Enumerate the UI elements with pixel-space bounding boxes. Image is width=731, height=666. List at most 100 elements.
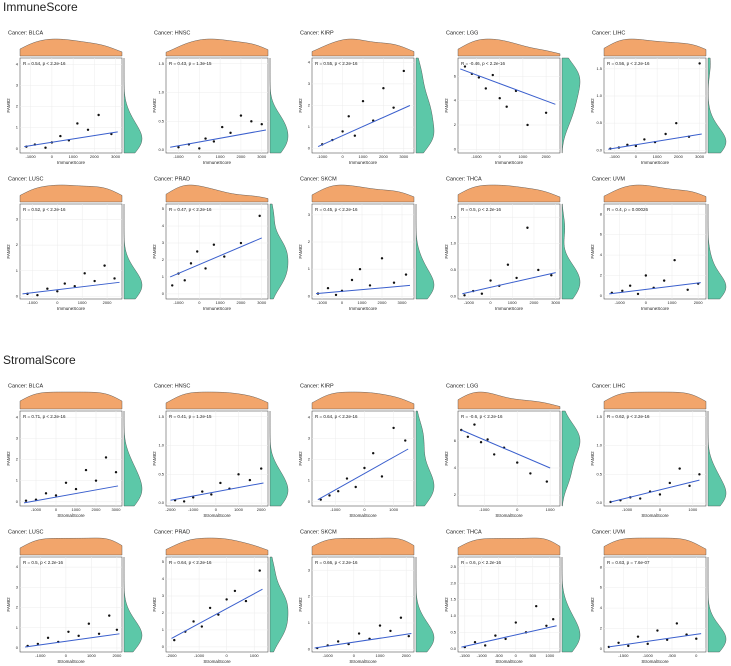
point [665,638,669,641]
point [217,613,220,616]
y-tick-label: 0 [308,499,311,504]
point [358,267,362,271]
y-tick-label: 0.5 [596,471,602,476]
point [514,621,517,624]
y-tick-label: 1 [16,478,19,483]
y-axis-label: FAM82 [590,451,595,466]
x-tick-label: 2000 [257,507,267,512]
panel-title: Cancer: LUSC [8,529,43,535]
y-axis-label: FAM82 [590,98,595,113]
x-axis-label: ImmuneScore [641,160,670,165]
x-axis-label: ImmuneScore [203,160,232,165]
y-tick-label: 0 [600,293,603,298]
point [389,629,392,633]
x-tick-label: -1000 [464,300,475,305]
point [535,604,538,608]
y-tick-label: 8 [600,211,603,216]
point [46,636,50,640]
point [74,487,78,491]
y-tick-label: 4 [600,605,603,610]
y-tick-label: 0.0 [450,646,456,651]
plot-area [457,203,561,300]
plot-area [457,57,561,154]
y-tick-label: 2 [16,457,19,462]
x-tick-label: 500 [529,653,536,658]
x-tick-label: -500 [668,653,677,658]
y-axis-label: FAM82 [152,451,157,466]
y-tick-label: 2 [308,457,311,462]
panel-title: Cancer: LIHC [592,383,625,389]
plot-area [165,556,269,653]
y-axis-label: FAM82 [6,98,11,113]
section-title: ImmuneScore [3,0,78,14]
point [675,121,678,125]
point [63,282,66,285]
point [544,111,548,115]
annotation: R = -0.6, p < 2.2e-16 [461,414,503,419]
y-tick-label: 2 [16,242,19,247]
point [354,485,357,489]
x-tick-label: 3000 [695,154,705,159]
point [529,472,532,475]
x-density [165,537,269,556]
y-density [707,57,727,154]
x-density [19,184,123,203]
point [319,498,322,501]
x-axis-label: ImmuneScore [57,306,86,311]
y-tick-label: 4 [16,564,19,569]
point [372,452,375,455]
y-tick-label: 3 [308,81,311,86]
y-tick-label: 1 [308,124,311,129]
point [233,589,237,593]
point [113,277,116,280]
point [662,279,666,282]
plot-area [19,203,123,300]
plot-area [457,556,561,653]
x-axis-label: ImmuneScore [57,160,86,165]
x-tick-label: 3000 [257,300,267,305]
point [229,131,232,135]
y-density [123,58,143,154]
y-tick-label: 0 [16,293,19,298]
point [489,279,492,282]
y-density [561,557,581,653]
y-tick-label: 3 [16,436,19,441]
panel-title: Cancer: BLCA [8,30,43,36]
y-tick-label: 0.0 [596,147,602,152]
point [646,642,649,646]
point [664,132,667,136]
x-tick-label: 1000 [87,653,97,658]
point [248,478,252,482]
x-density [165,184,269,203]
point [357,632,361,635]
y-axis-label: FAM82 [298,451,303,466]
x-tick-label: -2000 [166,653,177,658]
point [198,147,201,150]
x-tick-label: -1000 [479,507,490,512]
y-tick-label: 3 [308,436,311,441]
y-density [415,57,435,154]
x-tick-label: 1000 [653,154,663,159]
y-tick-label: 4 [454,98,457,103]
fit-line [24,131,118,148]
x-tick-label: 2000 [674,154,684,159]
point [250,120,253,123]
point [484,644,487,647]
point [688,484,691,488]
x-tick-label: 3000 [112,507,122,512]
point [399,616,403,619]
y-tick-label: 2 [162,257,165,262]
point [477,76,481,79]
y-tick-label: 1 [308,620,311,625]
point [363,466,366,470]
x-axis-label: StromalScore [203,513,231,518]
y-density [123,557,143,653]
point [260,123,263,126]
point [73,284,76,288]
point [656,629,659,632]
point [84,468,88,472]
y-tick-label: 4 [308,414,311,419]
y-tick-label: 1.0 [158,443,164,448]
point [643,138,646,141]
x-density [19,537,123,556]
